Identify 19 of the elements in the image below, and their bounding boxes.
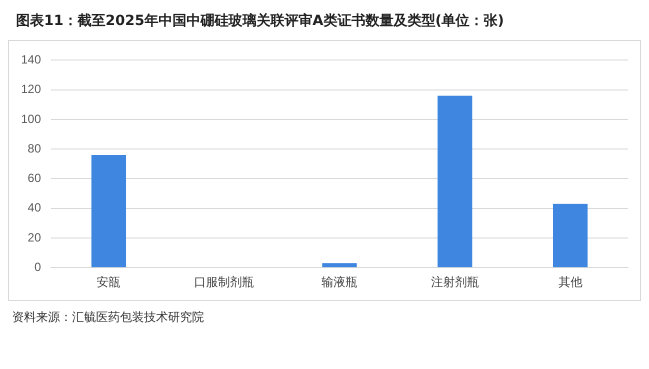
y-tick-label: 20 <box>28 230 42 244</box>
x-tick-label: 口服制剂瓶 <box>194 274 254 289</box>
y-tick-label: 60 <box>28 171 42 186</box>
y-tick-label: 120 <box>20 82 42 96</box>
bar <box>91 155 126 268</box>
y-tick-label: 80 <box>28 141 42 156</box>
x-tick-label: 其他 <box>558 274 582 289</box>
bar <box>438 96 472 268</box>
y-tick-label: 0 <box>34 260 42 274</box>
bar <box>322 263 357 268</box>
x-tick-label: 输液瓶 <box>322 274 358 289</box>
x-tick-label: 注射剂瓶 <box>430 274 479 289</box>
chart-title: 图表11：截至2025年中国中硼硅玻璃关联评审A类证书数量及类型(单位：张) <box>15 12 506 31</box>
y-tick-label: 140 <box>20 52 42 67</box>
y-tick-label: 40 <box>28 200 42 215</box>
text: 资料来源：汇毓医药包装技术研究院 <box>12 310 204 324</box>
y-tick-label: 100 <box>20 112 42 126</box>
bar <box>552 204 588 268</box>
x-tick-label: 安瓿 <box>96 274 121 289</box>
